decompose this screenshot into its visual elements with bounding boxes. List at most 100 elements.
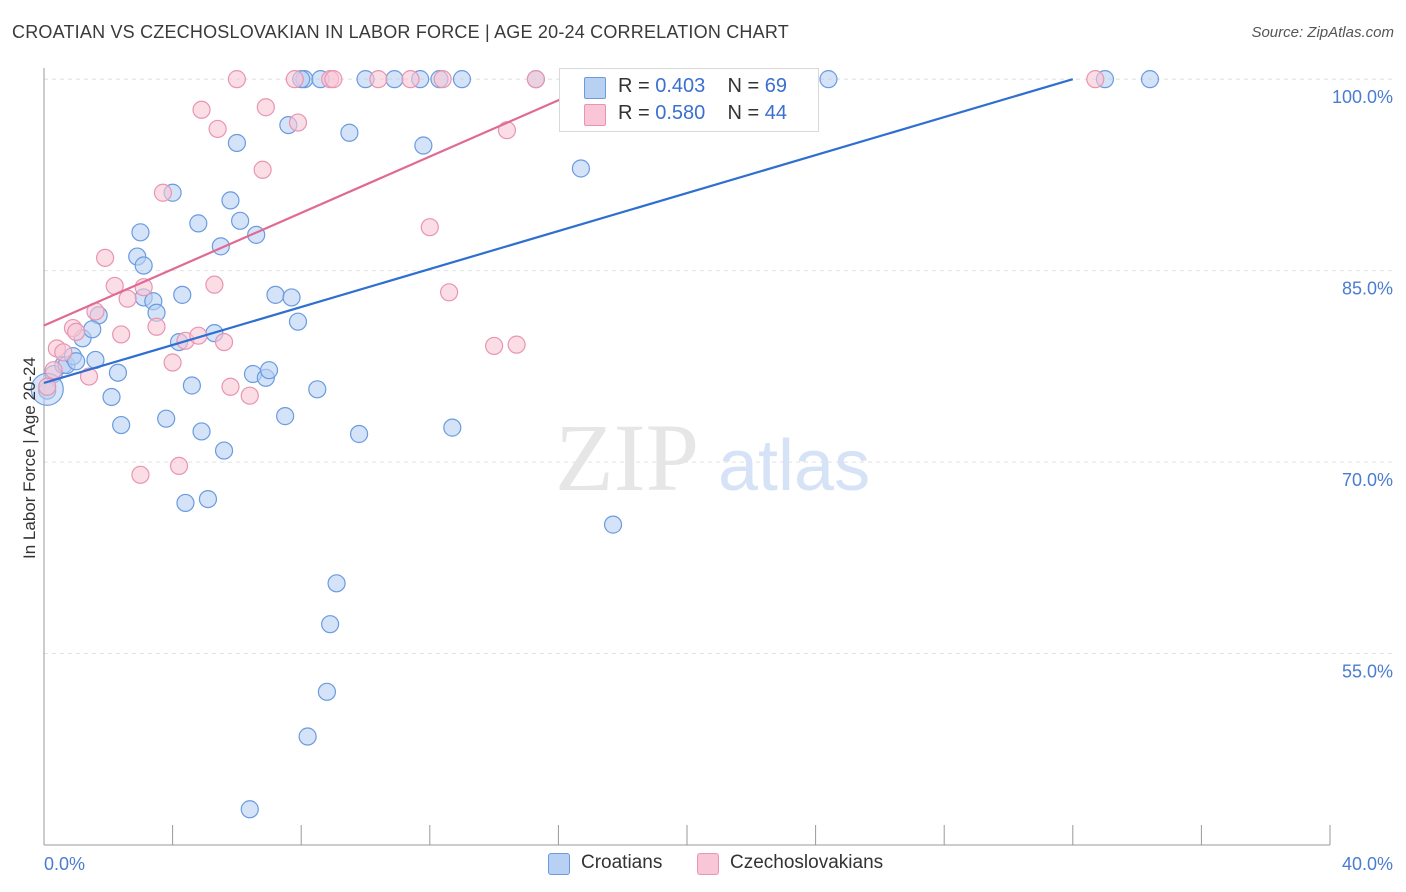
czechoslovakian-point <box>285 70 304 89</box>
source-credit: Source: ZipAtlas.com <box>1251 24 1394 41</box>
croatian-point <box>385 70 404 89</box>
czechoslovakian-point <box>131 465 150 484</box>
croatian-point <box>317 682 337 701</box>
czechoslovakian-point <box>401 70 420 89</box>
czechoslovakian-point <box>79 367 99 386</box>
croatian-point <box>108 363 128 382</box>
tick-labels: 100.0% 85.0% 70.0% 55.0% 0.0% 40.0% <box>44 87 1393 874</box>
series-label-croatians: Croatians <box>581 852 663 873</box>
croatian-point <box>198 489 218 509</box>
y-tick-label: 85.0% <box>1342 279 1393 299</box>
czechoslovakian-point <box>227 70 246 89</box>
czechoslovakian-point <box>153 183 173 202</box>
y-tick-label: 70.0% <box>1342 470 1393 490</box>
croatian-point <box>340 123 359 142</box>
gridlines <box>44 78 1392 655</box>
croatians-trend-line <box>43 78 1074 384</box>
czechoslovakian-point <box>288 113 308 132</box>
legend-swatch-croatians <box>584 77 606 99</box>
croatian-point <box>231 211 250 230</box>
y-tick-label: 55.0% <box>1342 662 1393 682</box>
croatian-point <box>182 376 201 395</box>
legend-r-value-croatians: 0.403 <box>655 75 706 97</box>
czechoslovakians-points <box>38 70 1105 484</box>
croatian-point <box>414 136 433 155</box>
legend-n-label: N = <box>727 75 765 97</box>
czechoslovakian-point <box>526 70 545 89</box>
czechoslovakian-point <box>208 119 227 139</box>
croatian-point <box>176 493 195 513</box>
czechoslovakian-point <box>214 332 234 352</box>
croatian-point <box>240 800 259 819</box>
czechoslovakian-point <box>256 98 275 117</box>
czechoslovakian-point <box>439 283 459 302</box>
czechoslovakian-point <box>169 456 189 476</box>
legend-n-value-croatians: 69 <box>764 75 788 97</box>
czechoslovakian-point <box>192 100 211 119</box>
croatian-point <box>819 70 838 89</box>
croatians-points <box>30 70 1160 819</box>
croatian-point <box>276 407 295 426</box>
czechoslovakian-point <box>485 336 504 356</box>
croatian-point <box>102 387 121 407</box>
croatian-point <box>1140 70 1160 89</box>
croatian-point <box>227 133 246 153</box>
czechoslovakian-point <box>253 160 272 179</box>
czechoslovakian-point <box>1086 70 1105 89</box>
correlation-legend: R = 0.403 N = 69 R = 0.580 N = 44 <box>559 68 819 132</box>
croatian-point <box>83 320 102 339</box>
legend-r-value-czechoslovakians: 0.580 <box>655 102 706 124</box>
croatian-point <box>603 515 623 534</box>
croatian-point <box>134 256 153 275</box>
czechoslovakian-point <box>507 335 526 354</box>
y-tick-label: 100.0% <box>1332 87 1393 107</box>
croatian-point <box>327 574 346 593</box>
croatian-point <box>443 418 462 437</box>
series-swatch-croatians <box>548 853 570 875</box>
croatian-point <box>288 312 308 331</box>
croatian-point <box>214 441 234 460</box>
watermark: ZIP atlas <box>555 404 870 511</box>
czechoslovakian-point <box>38 377 57 396</box>
croatian-point <box>157 409 176 428</box>
croatian-point <box>67 352 86 371</box>
croatian-point <box>221 191 240 210</box>
czechoslovakian-point <box>163 353 182 372</box>
legend-swatch-czechoslovakians <box>584 104 606 126</box>
legend-r-label: R = <box>618 102 656 124</box>
croatian-point <box>192 422 211 441</box>
czechoslovakian-point <box>44 361 63 380</box>
czechoslovakian-point <box>147 317 166 336</box>
croatian-point <box>321 615 340 634</box>
croatian-point <box>308 380 327 399</box>
czechoslovakian-point <box>240 386 259 405</box>
czechoslovakian-point <box>95 248 115 267</box>
series-swatch-czechoslovakians <box>697 853 719 875</box>
czechoslovakian-point <box>369 70 388 89</box>
czechoslovakian-point <box>112 325 131 344</box>
czechoslovakian-point <box>221 377 240 396</box>
x-tick-label: 0.0% <box>44 854 85 874</box>
trend-lines <box>43 78 1074 384</box>
croatian-point <box>112 415 131 435</box>
y-axis-label: In Labor Force | Age 20-24 <box>20 357 39 559</box>
croatian-point <box>571 159 591 178</box>
croatian-point <box>266 285 285 304</box>
czechoslovakian-point <box>433 70 452 89</box>
axes <box>43 68 1331 846</box>
czechoslovakian-point <box>67 322 86 341</box>
chart-title: CROATIAN VS CZECHOSLOVAKIAN IN LABOR FOR… <box>12 22 789 42</box>
croatian-point <box>349 424 369 444</box>
watermark-zip: ZIP <box>555 404 699 511</box>
czechoslovakian-point <box>205 275 224 294</box>
croatian-point <box>189 214 208 233</box>
czechoslovakian-point <box>118 289 137 308</box>
croatian-point <box>452 70 472 89</box>
series-label-czechoslovakians: Czechoslovakians <box>730 852 884 873</box>
x-tick-label: 40.0% <box>1342 854 1393 874</box>
legend-n-value-czechoslovakians: 44 <box>764 102 788 124</box>
croatian-point <box>131 223 150 242</box>
croatian-point <box>298 727 317 746</box>
croatian-point <box>259 361 279 380</box>
